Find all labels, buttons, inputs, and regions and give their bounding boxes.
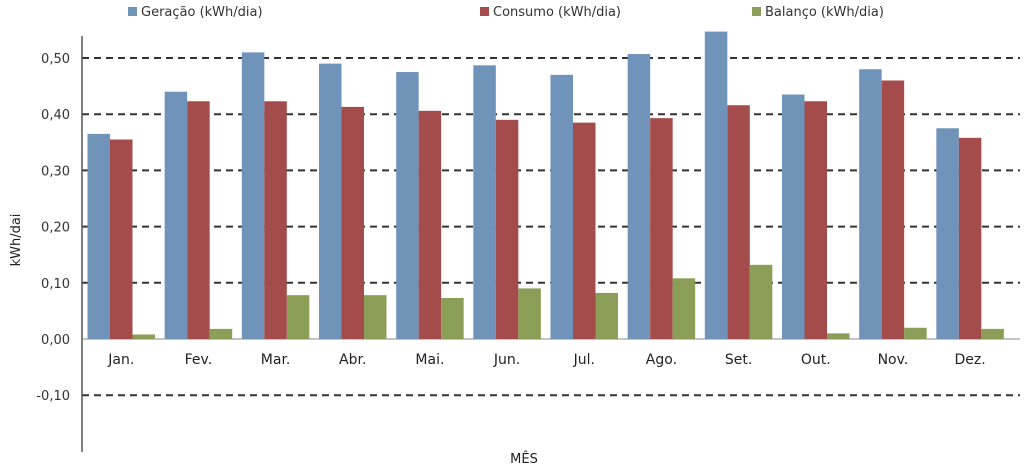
legend-label: Geração (kWh/dia) [141,5,263,20]
bar-consumo [341,106,364,339]
bar-balanco [981,328,1004,339]
x-tick-label: Dez. [954,352,985,368]
bar-balanco [286,295,310,339]
bar-balanco [827,333,850,339]
bar-consumo [804,101,827,339]
bar-geracao [704,31,728,340]
x-tick-label: Set. [725,352,752,368]
bar-balanco [441,297,464,339]
legend-swatch [752,7,761,16]
bar-geracao [241,52,265,339]
y-axis-title: kWh/dai [9,214,24,267]
bar-geracao [473,65,496,339]
y-tick-label: -0,10 [36,389,70,404]
bar-consumo [573,122,596,339]
x-tick-label: Nov. [878,352,909,368]
x-tick-label: Jan. [107,352,134,368]
bar-consumo [187,101,210,339]
x-tick-label: Jun. [493,352,520,368]
y-tick-label: 0,10 [41,277,70,292]
bar-balanco [595,292,618,339]
x-tick-label: Ago. [646,352,677,368]
bar-consumo [110,139,133,339]
bar-geracao [550,74,573,340]
legend-label: Consumo (kWh/dia) [493,5,621,20]
x-tick-labels: Jan. Fev. Mar. Abr. Mai. Jun. Jul. Ago. Set. Out.… [107,352,985,368]
bar-consumo [650,118,673,339]
bar-geracao [936,128,959,339]
bar-consumo [495,119,519,339]
bar-geracao [319,63,342,340]
x-axis-title: MÊS [510,451,538,467]
x-tick-label: Out. [801,352,831,368]
bar-consumo [264,101,287,339]
legend-swatch [480,7,489,16]
bar-balanco [749,264,773,339]
y-tick-label: 0,20 [41,221,70,236]
bar-geracao [164,91,188,339]
bar-balanco [672,278,696,339]
y-tick-labels: -0,10 0,00 0,10 0,20 0,30 0,40 0,50 [36,52,70,404]
bar-balanco [209,328,233,339]
y-tick-label: 0,40 [41,108,70,123]
x-tick-label: Jul. [573,352,595,368]
bar-geracao [782,94,805,339]
bar-geracao [396,72,419,340]
x-tick-label: Abr. [339,352,366,368]
bar-consumo [958,137,982,339]
bar-geracao [859,69,882,340]
bar-geracao [87,133,110,339]
bar-consumo [727,105,750,339]
y-tick-label: 0,30 [41,164,70,179]
y-tick-label: 0,00 [41,333,70,348]
bar-consumo [881,80,905,339]
legend-label: Balanço (kWh/dia) [765,5,884,20]
bar-balanco [904,327,927,339]
x-tick-label: Mar. [261,352,291,368]
bar-balanco [132,334,155,339]
bar-consumo [418,110,442,339]
y-tick-label: 0,50 [41,52,70,67]
bar-geracao [627,54,651,339]
legend: Geração (kWh/dia) Consumo (kWh/dia) Balanç… [128,5,884,20]
bar-balanco [518,288,541,339]
x-tick-label: Fev. [185,352,213,368]
bar-balanco [364,295,387,339]
bars [87,31,1004,340]
x-tick-label: Mai. [415,352,444,368]
legend-swatch [128,7,137,16]
